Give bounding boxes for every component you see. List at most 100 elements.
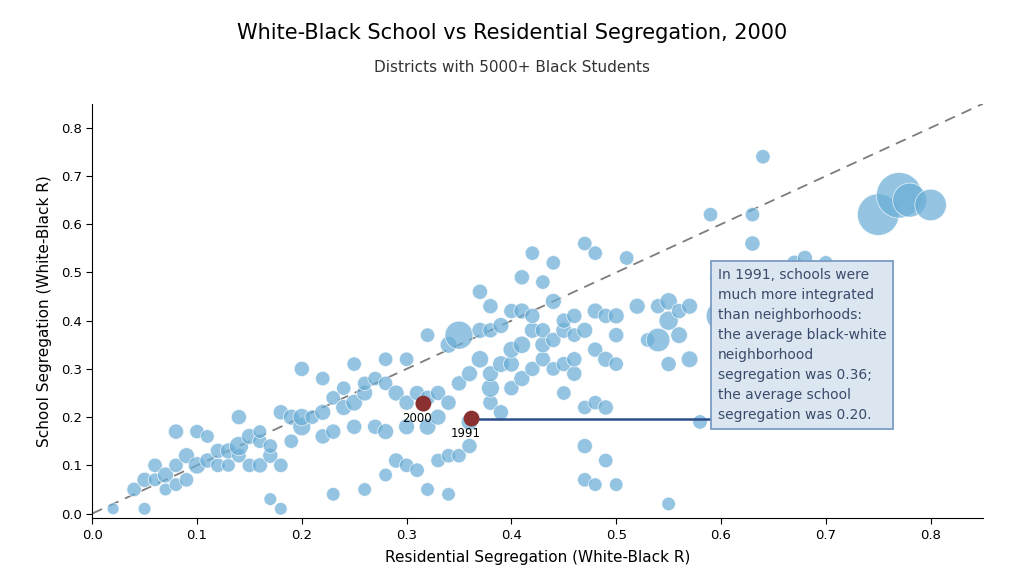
- Point: [765, 268, 781, 277]
- Point: [514, 340, 530, 350]
- Point: [671, 306, 687, 316]
- Point: [598, 355, 614, 364]
- Point: [168, 427, 184, 436]
- Point: [524, 364, 541, 373]
- Point: [660, 499, 677, 509]
- Point: [378, 471, 394, 480]
- Point: [797, 272, 813, 282]
- Point: [378, 427, 394, 436]
- Point: [367, 422, 383, 431]
- Point: [608, 480, 625, 489]
- Point: [325, 393, 341, 403]
- Point: [220, 461, 237, 470]
- Point: [786, 258, 803, 267]
- Point: [587, 249, 603, 258]
- X-axis label: Residential Segregation (White-Black R): Residential Segregation (White-Black R): [385, 550, 690, 565]
- Point: [535, 278, 551, 287]
- Point: [734, 278, 751, 287]
- Point: [464, 414, 480, 423]
- Text: In 1991, schools were
much more integrated
than neighborhoods:
the average black: In 1991, schools were much more integrat…: [718, 268, 887, 422]
- Point: [388, 388, 404, 397]
- Point: [168, 480, 184, 489]
- Point: [178, 451, 195, 460]
- Point: [252, 461, 268, 470]
- Point: [713, 311, 729, 320]
- Point: [482, 398, 499, 407]
- Point: [587, 480, 603, 489]
- Point: [556, 359, 572, 369]
- Point: [440, 451, 457, 460]
- Point: [398, 422, 415, 431]
- Point: [786, 278, 803, 287]
- Text: Districts with 5000+ Black Students: Districts with 5000+ Black Students: [374, 60, 650, 75]
- Point: [472, 325, 488, 335]
- Point: [283, 412, 299, 422]
- Point: [639, 335, 655, 344]
- Point: [461, 369, 477, 378]
- Point: [283, 437, 299, 446]
- Point: [367, 374, 383, 383]
- Point: [146, 475, 163, 484]
- Point: [104, 504, 121, 513]
- Point: [294, 364, 310, 373]
- Point: [503, 345, 519, 354]
- Point: [415, 399, 431, 408]
- Point: [378, 379, 394, 388]
- Point: [230, 441, 247, 450]
- Point: [891, 191, 907, 200]
- Point: [440, 490, 457, 499]
- Point: [556, 316, 572, 325]
- Point: [524, 325, 541, 335]
- Point: [577, 441, 593, 450]
- Point: [210, 446, 226, 456]
- Point: [776, 292, 793, 301]
- Point: [535, 340, 551, 350]
- Point: [440, 340, 457, 350]
- Point: [577, 239, 593, 248]
- Point: [451, 379, 467, 388]
- Point: [158, 471, 174, 480]
- Point: [650, 302, 667, 311]
- Point: [178, 475, 195, 484]
- Point: [262, 451, 279, 460]
- Point: [440, 398, 457, 407]
- Point: [378, 355, 394, 364]
- Point: [598, 456, 614, 465]
- Point: [744, 239, 761, 248]
- Point: [608, 311, 625, 320]
- Point: [901, 195, 918, 204]
- Point: [314, 408, 331, 417]
- Point: [188, 461, 205, 470]
- Point: [660, 359, 677, 369]
- Point: [314, 432, 331, 441]
- Point: [336, 384, 352, 393]
- Point: [200, 456, 216, 465]
- Point: [566, 331, 583, 340]
- Point: [356, 388, 373, 397]
- Point: [325, 427, 341, 436]
- Point: [220, 446, 237, 456]
- Point: [388, 456, 404, 465]
- Point: [242, 461, 258, 470]
- Point: [272, 461, 289, 470]
- Point: [681, 355, 697, 364]
- Point: [587, 306, 603, 316]
- Point: [503, 384, 519, 393]
- Point: [430, 412, 446, 422]
- Point: [136, 475, 153, 484]
- Point: [252, 437, 268, 446]
- Point: [755, 152, 771, 161]
- Point: [336, 403, 352, 412]
- Point: [430, 388, 446, 397]
- Text: 2000: 2000: [402, 412, 432, 425]
- Point: [461, 418, 477, 427]
- Point: [146, 461, 163, 470]
- Point: [618, 253, 635, 263]
- Point: [503, 306, 519, 316]
- Point: [482, 325, 499, 335]
- Point: [587, 345, 603, 354]
- Point: [482, 384, 499, 393]
- Point: [577, 475, 593, 484]
- Point: [566, 355, 583, 364]
- Point: [870, 210, 887, 219]
